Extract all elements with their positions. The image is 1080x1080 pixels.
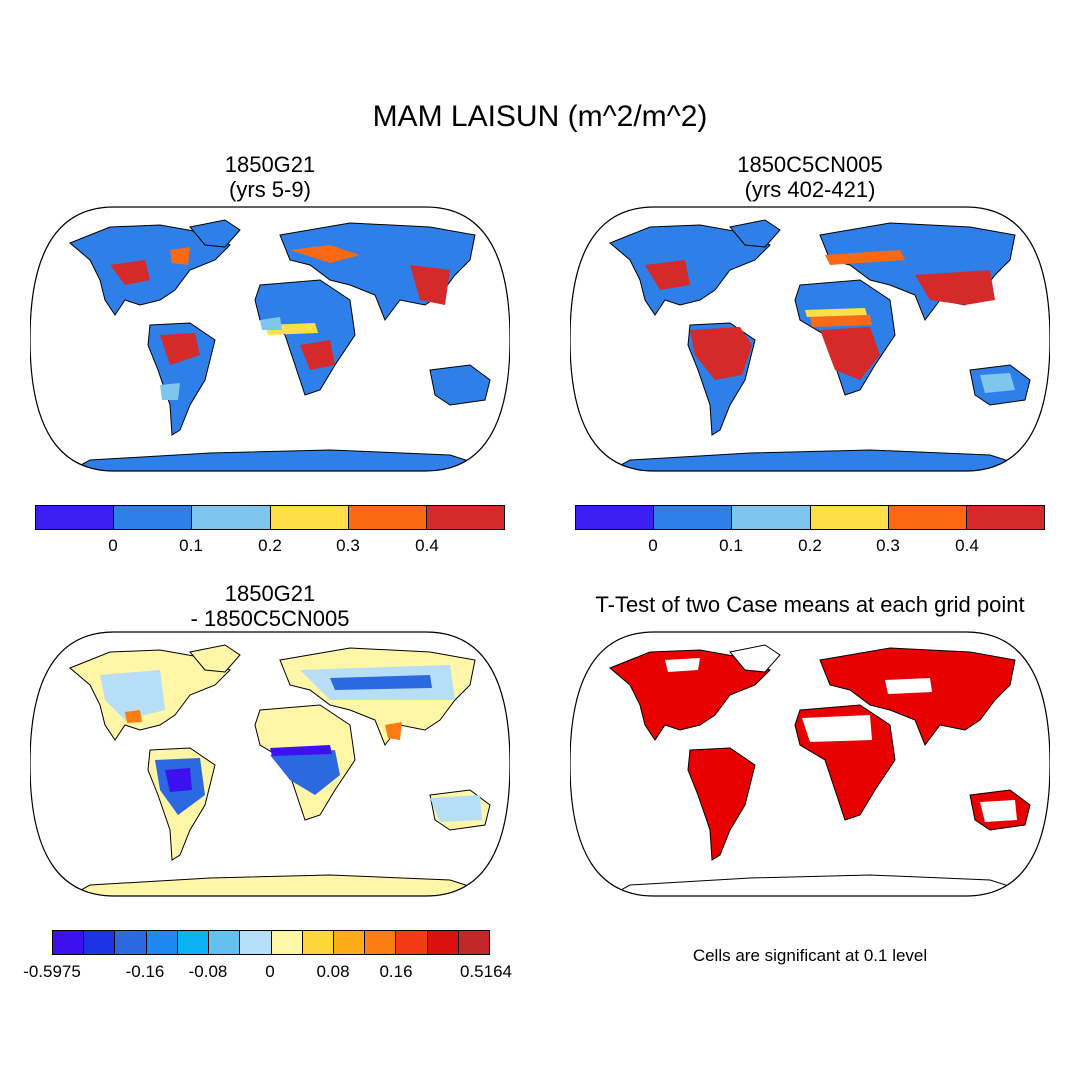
panel-title-line2: (yrs 402-421)	[744, 177, 876, 202]
colorbar-box	[732, 506, 811, 529]
colorbar-box	[576, 506, 655, 529]
colorbar-box	[114, 506, 193, 529]
colorbar-box	[192, 506, 271, 529]
colorbar-top-right	[575, 505, 1045, 530]
antarctica-land	[69, 449, 501, 471]
africa-land	[254, 279, 356, 396]
south-america-land	[687, 747, 756, 861]
north-america-land	[609, 649, 771, 741]
colorbar-box	[810, 506, 889, 529]
map-svg	[570, 206, 1050, 472]
colorbar-box	[302, 931, 334, 954]
colorbar-box	[270, 506, 349, 529]
colorbar-box	[348, 506, 427, 529]
panel-title-bottom-left: 1850G21 - 1850C5CN005	[170, 581, 370, 631]
colorbar-tick-label: 0.5164	[460, 962, 512, 981]
colorbar-box	[84, 931, 116, 954]
antarctica-land	[609, 874, 1041, 896]
panel-title-top-right: 1850C5CN005 (yrs 402-421)	[710, 152, 910, 202]
panel-title-bottom-right: T-Test of two Case means at each grid po…	[595, 592, 1025, 617]
panel-title-line1: 1850G21	[224, 152, 316, 177]
colorbar-box	[271, 931, 303, 954]
colorbar-tick-label: 0.2	[798, 536, 822, 555]
colorbar-tick-label: -0.08	[188, 962, 228, 981]
colorbar-box	[333, 931, 366, 954]
colorbar-bottom-left	[52, 930, 490, 955]
colorbar-box	[115, 931, 147, 954]
colorbar-box	[146, 931, 178, 954]
antarctica-land	[69, 874, 501, 896]
colorbar-tick-label: 0.3	[876, 536, 900, 555]
colorbar-tick-label: 0	[648, 536, 658, 555]
colorbar-box	[458, 931, 490, 954]
map-svg	[570, 631, 1050, 897]
map-panel-top-right	[570, 205, 1050, 473]
panel-title-line1: 1850C5CN005	[737, 152, 883, 177]
colorbar-box	[966, 506, 1045, 529]
greenland-land	[189, 644, 241, 673]
antarctica-land	[609, 449, 1041, 471]
colorbar-tick-label: -0.16	[125, 962, 165, 981]
colorbar-box	[396, 931, 428, 954]
colorbar-box	[654, 506, 733, 529]
colorbar-tick-label: 0.4	[415, 536, 439, 555]
panel-title-top-left: 1850G21 (yrs 5-9)	[170, 152, 370, 202]
colorbar-tick-label: 0.4	[955, 536, 979, 555]
colorbar-tick-label: 0	[108, 536, 118, 555]
colorbar-tick-label: 0	[265, 962, 275, 981]
map-svg	[30, 206, 510, 472]
europe-asia-land	[819, 647, 1016, 747]
map-svg	[30, 631, 510, 897]
colorbar-box	[36, 506, 115, 529]
colorbar-box	[53, 931, 85, 954]
colorbar-box	[209, 931, 241, 954]
colorbar-box	[177, 931, 210, 954]
map-panel-bottom-right	[570, 630, 1050, 898]
greenland-land	[189, 219, 241, 248]
colorbar-tick-label: 0.3	[336, 536, 360, 555]
map-panel-bottom-left	[30, 630, 510, 898]
north-america-land	[609, 224, 771, 316]
colorbar-box	[240, 931, 272, 954]
colorbar-tick-label: -0.5975	[23, 962, 81, 981]
colorbar-tick-label: 0.08	[316, 962, 350, 981]
colorbar-tick-label: 0.2	[258, 536, 282, 555]
panel-title-line2: (yrs 5-9)	[229, 177, 311, 202]
figure-title: MAM LAISUN (m^2/m^2)	[372, 100, 708, 133]
colorbar-top-left	[35, 505, 505, 530]
colorbar-box	[426, 506, 505, 529]
colorbar-box	[427, 931, 459, 954]
greenland-land	[729, 219, 781, 248]
map-panel-top-left	[30, 205, 510, 473]
significance-note: Cells are significant at 0.1 level	[692, 946, 928, 965]
colorbar-tick-label: 0.16	[379, 962, 413, 981]
panel-title-line1: 1850G21	[224, 581, 316, 606]
colorbar-box	[365, 931, 397, 954]
north-america-land	[69, 224, 231, 316]
panel-title-line2: - 1850C5CN005	[190, 606, 350, 631]
colorbar-tick-label: 0.1	[179, 536, 203, 555]
colorbar-tick-label: 0.1	[719, 536, 743, 555]
colorbar-box	[888, 506, 967, 529]
greenland-land	[729, 644, 781, 673]
australia-land	[429, 364, 491, 406]
